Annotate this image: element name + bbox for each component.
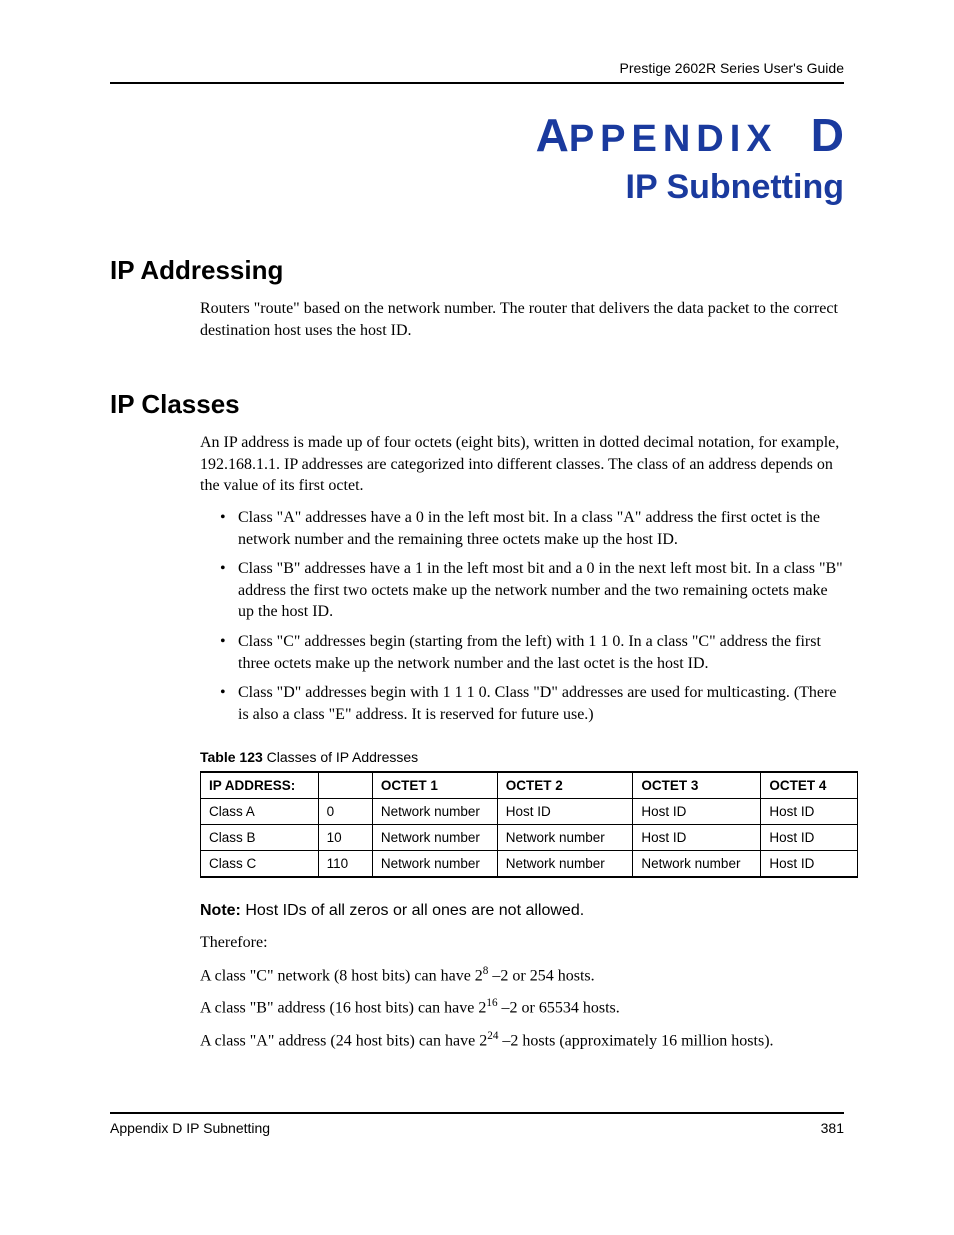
table-row: Class A 0 Network number Host ID Host ID… (201, 799, 858, 825)
section-heading-ip-addressing: IP Addressing (110, 255, 844, 286)
table-cell: Network number (372, 799, 497, 825)
table-header-cell (318, 772, 372, 799)
appendix-letter-d: D (811, 109, 844, 161)
footer-page-number: 381 (821, 1120, 844, 1136)
class-c-post: –2 or 254 hosts. (488, 967, 594, 984)
list-item: Class "C" addresses begin (starting from… (220, 631, 844, 674)
table-caption: Table 123 Classes of IP Addresses (200, 749, 844, 765)
class-a-exp: 24 (487, 1030, 498, 1042)
class-b-hosts: A class "B" address (16 host bits) can h… (200, 996, 844, 1019)
table-cell: 10 (318, 825, 372, 851)
appendix-subtitle: IP Subnetting (110, 168, 844, 207)
class-c-pre: A class "C" network (8 host bits) can ha… (200, 967, 483, 984)
ip-classes-table: IP ADDRESS: OCTET 1 OCTET 2 OCTET 3 OCTE… (200, 771, 858, 878)
note-body: Host IDs of all zeros or all ones are no… (241, 902, 584, 919)
table-body: Class A 0 Network number Host ID Host ID… (201, 799, 858, 878)
list-item: Class "B" addresses have a 1 in the left… (220, 558, 844, 623)
table-header-cell: OCTET 1 (372, 772, 497, 799)
ip-classes-list: Class "A" addresses have a 0 in the left… (220, 507, 844, 725)
table-cell: Host ID (633, 799, 761, 825)
note-text: Note: Host IDs of all zeros or all ones … (200, 900, 844, 922)
table-header-cell: OCTET 2 (497, 772, 633, 799)
table-header-row: IP ADDRESS: OCTET 1 OCTET 2 OCTET 3 OCTE… (201, 772, 858, 799)
list-item: Class "A" addresses have a 0 in the left… (220, 507, 844, 550)
table-cell: Network number (633, 851, 761, 878)
section-heading-ip-classes: IP Classes (110, 389, 844, 420)
class-b-post: –2 or 65534 hosts. (498, 1000, 620, 1017)
table-cell: Class A (201, 799, 319, 825)
class-b-pre: A class "B" address (16 host bits) can h… (200, 1000, 486, 1017)
appendix-line1: APPENDIX D (110, 108, 844, 162)
note-label: Note: (200, 902, 241, 919)
list-item: Class "D" addresses begin with 1 1 1 0. … (220, 682, 844, 725)
ip-classes-intro: An IP address is made up of four octets … (200, 432, 844, 497)
table-cell: Host ID (497, 799, 633, 825)
table-cell: Network number (497, 825, 633, 851)
table-header-cell: OCTET 3 (633, 772, 761, 799)
table-number: Table 123 (200, 749, 263, 765)
table-row: Class B 10 Network number Network number… (201, 825, 858, 851)
table-cell: Network number (497, 851, 633, 878)
class-a-post: –2 hosts (approximately 16 million hosts… (498, 1033, 773, 1050)
table-cell: Class B (201, 825, 319, 851)
header-guide-title: Prestige 2602R Series User's Guide (110, 60, 844, 84)
ip-addressing-paragraph: Routers "route" based on the network num… (200, 298, 844, 341)
document-page: Prestige 2602R Series User's Guide APPEN… (0, 0, 954, 1176)
class-b-exp: 16 (486, 997, 497, 1009)
appendix-letter-a: A (536, 109, 569, 161)
table-cell: 0 (318, 799, 372, 825)
class-a-pre: A class "A" address (24 host bits) can h… (200, 1033, 487, 1050)
table-cell: Host ID (761, 825, 858, 851)
table-row: Class C 110 Network number Network numbe… (201, 851, 858, 878)
table-header-cell: OCTET 4 (761, 772, 858, 799)
appendix-title-block: APPENDIX D IP Subnetting (110, 108, 844, 207)
table-cell: Network number (372, 851, 497, 878)
table-cell: 110 (318, 851, 372, 878)
appendix-word: PPENDIX (569, 118, 778, 160)
table-cell: Host ID (761, 851, 858, 878)
table-header-cell: IP ADDRESS: (201, 772, 319, 799)
therefore-text: Therefore: (200, 932, 844, 954)
class-a-hosts: A class "A" address (24 host bits) can h… (200, 1029, 844, 1052)
table-cell: Class C (201, 851, 319, 878)
footer-left: Appendix D IP Subnetting (110, 1120, 270, 1136)
table-cell: Host ID (761, 799, 858, 825)
class-c-hosts: A class "C" network (8 host bits) can ha… (200, 964, 844, 987)
table-cell: Host ID (633, 825, 761, 851)
page-footer: Appendix D IP Subnetting 381 (110, 1112, 844, 1136)
table-title: Classes of IP Addresses (263, 749, 418, 765)
table-cell: Network number (372, 825, 497, 851)
